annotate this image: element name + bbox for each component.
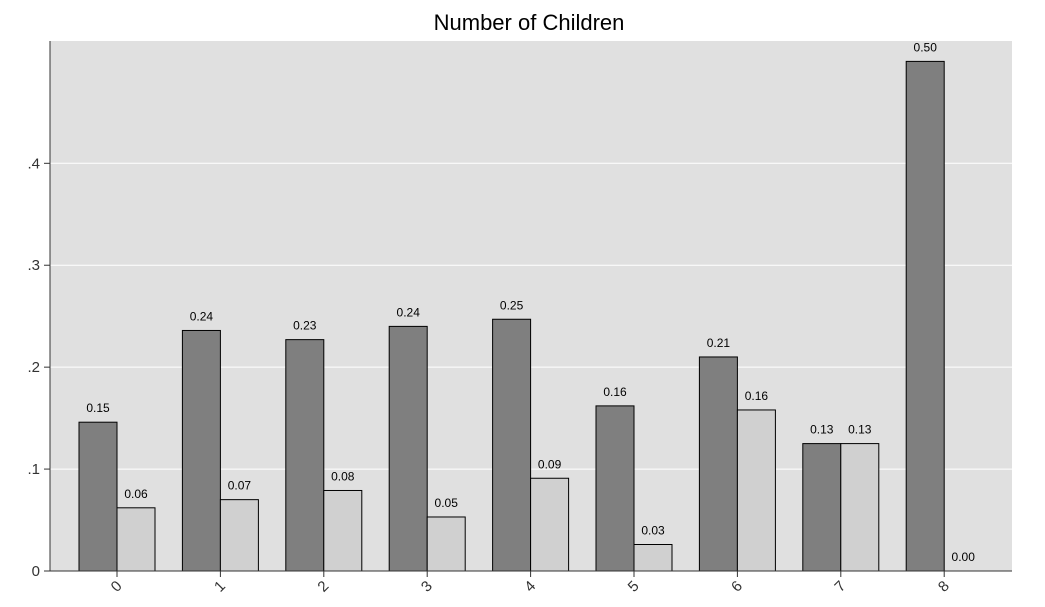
data-label: 0.16	[745, 389, 769, 403]
data-label: 0.06	[124, 487, 148, 501]
data-label: 0.16	[603, 385, 627, 399]
x-tick-label: 1	[211, 578, 229, 596]
x-tick-label: 8	[935, 578, 953, 596]
data-label: 0.23	[293, 319, 317, 333]
bar	[181, 329, 221, 572]
bars	[78, 60, 945, 572]
y-tick-label: .3	[27, 257, 40, 274]
bar	[633, 544, 673, 572]
bar	[285, 339, 325, 572]
data-label: 0.50	[914, 40, 938, 54]
x-tick-label: 7	[831, 578, 849, 596]
x-tick-label: 6	[728, 578, 746, 596]
bar	[492, 318, 532, 572]
x-axis-ticks: 0 1 2 3 4 5 6 7 8	[108, 571, 953, 596]
data-label: 0.24	[397, 305, 421, 319]
bar	[736, 409, 776, 572]
y-tick-label: .1	[27, 461, 40, 478]
y-tick-label: .4	[27, 155, 40, 172]
data-label: 0.09	[538, 457, 562, 471]
y-axis-ticks: 0 .1 .2 .3 .4	[27, 155, 50, 580]
bar	[840, 443, 880, 572]
x-tick-label: 2	[314, 578, 332, 596]
x-tick-label: 4	[521, 578, 539, 596]
bar	[426, 516, 466, 572]
data-label: 0.00	[952, 550, 976, 564]
bar	[78, 421, 118, 572]
data-label: 0.21	[707, 336, 731, 350]
bar	[530, 477, 570, 572]
data-label: 0.03	[641, 524, 665, 538]
data-label: 0.25	[500, 298, 524, 312]
chart-title: Number of Children	[434, 10, 625, 35]
data-label: 0.15	[86, 401, 110, 415]
bar	[116, 507, 156, 572]
data-label: 0.08	[331, 469, 355, 483]
data-label: 0.07	[228, 479, 252, 493]
bar	[698, 356, 738, 572]
data-labels: 0.15 0.06 0.24 0.07 0.23 0.08 0.24 0.05 0.25 0.09…	[86, 40, 975, 564]
bar	[388, 325, 428, 572]
data-label: 0.05	[435, 496, 459, 510]
y-tick-label: .2	[27, 359, 40, 376]
x-tick-label: 0	[108, 578, 126, 596]
data-label: 0.24	[190, 309, 214, 323]
data-label: 0.13	[810, 423, 834, 437]
bar	[323, 489, 363, 572]
x-tick-label: 3	[418, 578, 436, 596]
bar	[802, 443, 842, 572]
bar	[595, 405, 635, 572]
bar	[905, 60, 945, 572]
y-tick-label: 0	[32, 563, 40, 580]
data-label: 0.13	[848, 423, 872, 437]
bar	[219, 499, 259, 572]
x-tick-label: 5	[625, 578, 643, 596]
